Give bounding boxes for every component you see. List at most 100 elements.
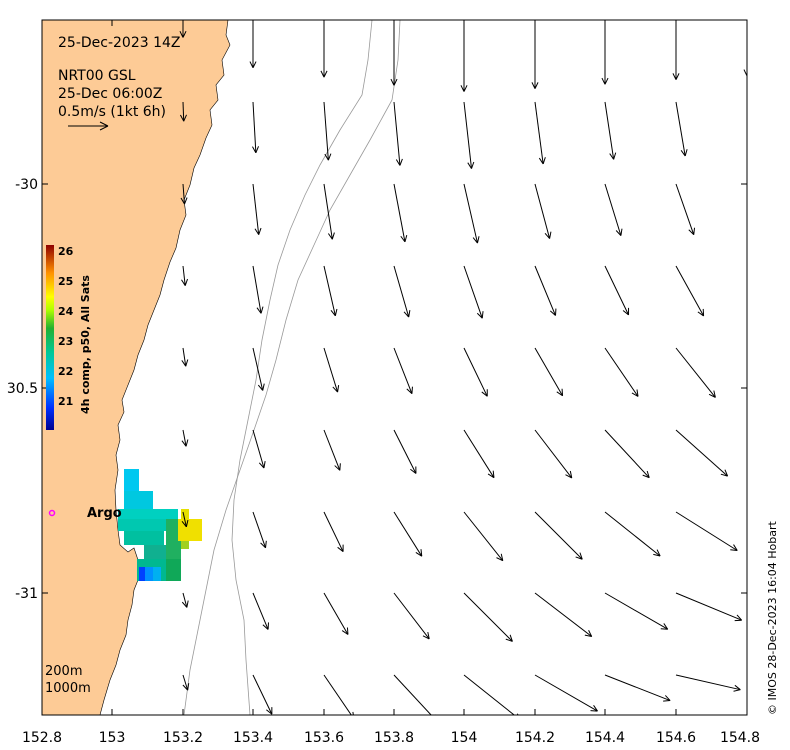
- current-arrow: [181, 265, 189, 286]
- current-arrow: [463, 429, 495, 479]
- scale-label: 0.5m/s (1kt 6h): [58, 104, 166, 120]
- current-arrow: [675, 101, 688, 157]
- current-arrow: [393, 674, 436, 715]
- current-arrow: [675, 347, 716, 398]
- current-arrow: [182, 674, 190, 691]
- colorbar-tick: 24: [58, 305, 74, 318]
- sst-patch: [118, 469, 202, 581]
- current-arrow: [746, 430, 747, 431]
- current-arrow: [393, 429, 417, 474]
- current-arrow: [675, 674, 741, 692]
- current-arrow: [252, 183, 262, 235]
- current-arrow: [675, 592, 743, 622]
- current-arrow: [746, 266, 747, 267]
- argo-label: Argo: [87, 506, 122, 521]
- current-vectors: [179, 20, 747, 715]
- current-arrow: [252, 592, 269, 630]
- current-arrow: [323, 265, 338, 317]
- current-arrow: [746, 102, 747, 105]
- current-arrow: [323, 101, 332, 161]
- current-arrow: [252, 511, 267, 549]
- x-tick-label: 153.2: [163, 730, 203, 746]
- current-arrow: [534, 592, 593, 638]
- current-arrow: [463, 347, 488, 397]
- colorbar-tick: 26: [58, 245, 74, 258]
- current-arrow: [181, 511, 189, 528]
- current-arrow: [604, 265, 630, 316]
- current-arrow: [393, 101, 403, 166]
- credit-text: © IMOS 28-Dec-2023 16:04 Hobart: [766, 520, 779, 715]
- y-tick-label: -31: [15, 586, 38, 602]
- current-arrow: [181, 429, 189, 447]
- current-arrow: [463, 511, 504, 562]
- colorbar-tick: 23: [58, 335, 73, 348]
- current-arrow: [534, 674, 598, 712]
- current-arrow: [252, 265, 264, 314]
- x-tick-label: 153.4: [233, 730, 273, 746]
- current-arrow: [460, 20, 468, 92]
- map-timestamp: 25-Dec-2023 14Z: [58, 35, 181, 51]
- current-arrow: [463, 183, 480, 244]
- current-arrow: [604, 511, 661, 557]
- current-arrow: [746, 184, 747, 186]
- colorbar-tick: 25: [58, 275, 73, 288]
- current-arrow: [675, 429, 729, 477]
- current-arrow: [601, 20, 609, 85]
- current-arrow: [252, 347, 265, 391]
- current-arrow: [463, 101, 475, 169]
- current-arrow: [743, 20, 747, 77]
- current-arrow: [463, 592, 513, 642]
- x-tick-label: 153: [99, 730, 126, 746]
- current-arrow: [181, 592, 189, 608]
- x-tick-label: 154.8: [720, 730, 760, 746]
- isobath-legend-200m: 200m: [45, 664, 82, 679]
- current-arrow: [393, 265, 411, 318]
- current-arrow: [179, 101, 187, 122]
- current-arrow: [746, 348, 747, 349]
- valid-time: 25-Dec 06:00Z: [58, 86, 162, 102]
- x-tick-label: 154.4: [585, 730, 625, 746]
- current-arrow: [323, 347, 340, 393]
- current-arrow: [320, 20, 328, 78]
- current-arrow: [252, 101, 260, 154]
- current-arrow: [390, 20, 398, 86]
- current-arrow: [534, 101, 546, 165]
- current-arrow: [393, 347, 413, 395]
- product-name: NRT00 GSL: [58, 68, 136, 84]
- current-arrow: [604, 183, 623, 236]
- current-arrow: [534, 429, 573, 479]
- y-tick-label: 30.5: [7, 381, 38, 397]
- current-arrow: [181, 347, 189, 367]
- x-tick-label: 154.2: [515, 730, 555, 746]
- y-tick-label: -30: [15, 177, 38, 193]
- land-mass: [42, 20, 231, 715]
- current-arrow: [180, 183, 188, 205]
- x-tick-label: 154: [451, 730, 478, 746]
- x-tick-label: 152.8: [22, 730, 62, 746]
- current-arrow: [393, 511, 423, 557]
- current-arrow: [675, 183, 696, 236]
- current-arrow: [323, 183, 335, 240]
- colorbar: [46, 245, 54, 430]
- current-arrow: [534, 183, 552, 239]
- colorbar-tick: 22: [58, 365, 73, 378]
- current-arrow: [675, 511, 738, 551]
- current-arrow: [323, 511, 344, 553]
- argo-float-marker[interactable]: [48, 509, 56, 517]
- isobath-200m: [231, 20, 373, 715]
- current-arrow: [675, 265, 705, 317]
- current-arrow: [534, 265, 557, 316]
- current-arrow: [323, 674, 354, 715]
- colorbar-tick: 21: [58, 395, 73, 408]
- current-arrow: [604, 101, 617, 160]
- current-arrow: [531, 20, 539, 89]
- current-arrow: [604, 592, 669, 630]
- current-arrow: [534, 511, 583, 560]
- current-arrow: [604, 429, 650, 479]
- current-arrow: [323, 429, 341, 471]
- current-arrow: [393, 183, 408, 243]
- colorbar-title: 4h comp, p50, All Sats: [79, 275, 92, 414]
- isobath-1000m: [183, 20, 401, 715]
- current-arrow: [252, 429, 266, 469]
